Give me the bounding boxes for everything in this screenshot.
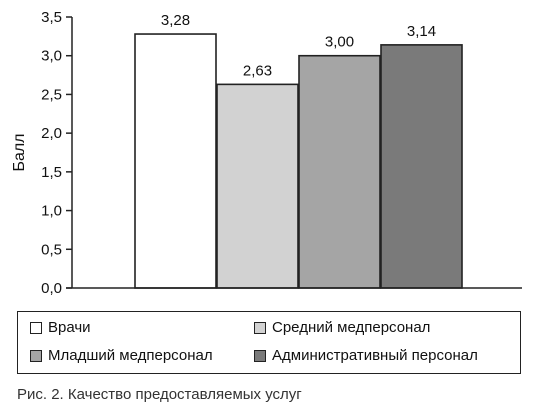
legend-item-doctors: Врачи bbox=[30, 319, 91, 336]
y-tick-label: 2,5 bbox=[41, 86, 62, 103]
figure-caption: Рис. 2. Качество предоставляемых услуг bbox=[17, 386, 302, 403]
y-tick-label: 1,0 bbox=[41, 203, 62, 220]
legend-swatch-junior-staff bbox=[30, 349, 42, 362]
value-labels: 3,28 2,63 3,00 3,14 bbox=[161, 12, 436, 79]
bars bbox=[134, 33, 463, 289]
y-tick-label: 2,0 bbox=[41, 125, 62, 142]
value-label-3: 3,00 bbox=[325, 34, 354, 51]
y-axis-title: Балл bbox=[11, 133, 28, 171]
y-tick-label: 3,5 bbox=[41, 9, 62, 26]
legend-label-admin-staff: Административный персонал bbox=[272, 347, 478, 364]
y-tick-label: 0,5 bbox=[41, 241, 62, 258]
legend: Врачи Средний медперсонал Младший медпер… bbox=[17, 311, 521, 374]
legend-label-doctors: Врачи bbox=[48, 319, 91, 336]
legend-label-junior-staff: Младший медперсонал bbox=[48, 347, 213, 364]
value-label-2: 2,63 bbox=[243, 62, 272, 79]
legend-item-mid-staff: Средний медперсонал bbox=[254, 319, 430, 336]
bar-2 bbox=[216, 83, 299, 289]
legend-item-junior-staff: Младший медперсонал bbox=[30, 347, 213, 364]
bar-4 bbox=[380, 44, 463, 289]
bar-chart: 0,0 0,5 1,0 1,5 2,0 2,5 3,0 3,5 3,28 2,63 3,00 3,1… bbox=[11, 9, 522, 297]
y-tick-label: 0,0 bbox=[41, 280, 62, 297]
value-label-1: 3,28 bbox=[161, 12, 190, 29]
y-tick-label: 1,5 bbox=[41, 164, 62, 181]
legend-label-mid-staff: Средний медперсонал bbox=[272, 319, 431, 336]
legend-swatch-admin-staff bbox=[254, 349, 266, 362]
y-tick-label: 3,0 bbox=[41, 48, 62, 65]
legend-swatch-mid-staff bbox=[254, 321, 266, 334]
legend-swatch-doctors bbox=[30, 321, 42, 334]
bar-3 bbox=[298, 54, 381, 289]
value-label-4: 3,14 bbox=[407, 23, 436, 40]
legend-item-admin-staff: Административный персонал bbox=[254, 347, 478, 364]
y-axis-ticks: 0,0 0,5 1,0 1,5 2,0 2,5 3,0 3,5 bbox=[41, 9, 72, 297]
bar-1 bbox=[134, 33, 217, 289]
